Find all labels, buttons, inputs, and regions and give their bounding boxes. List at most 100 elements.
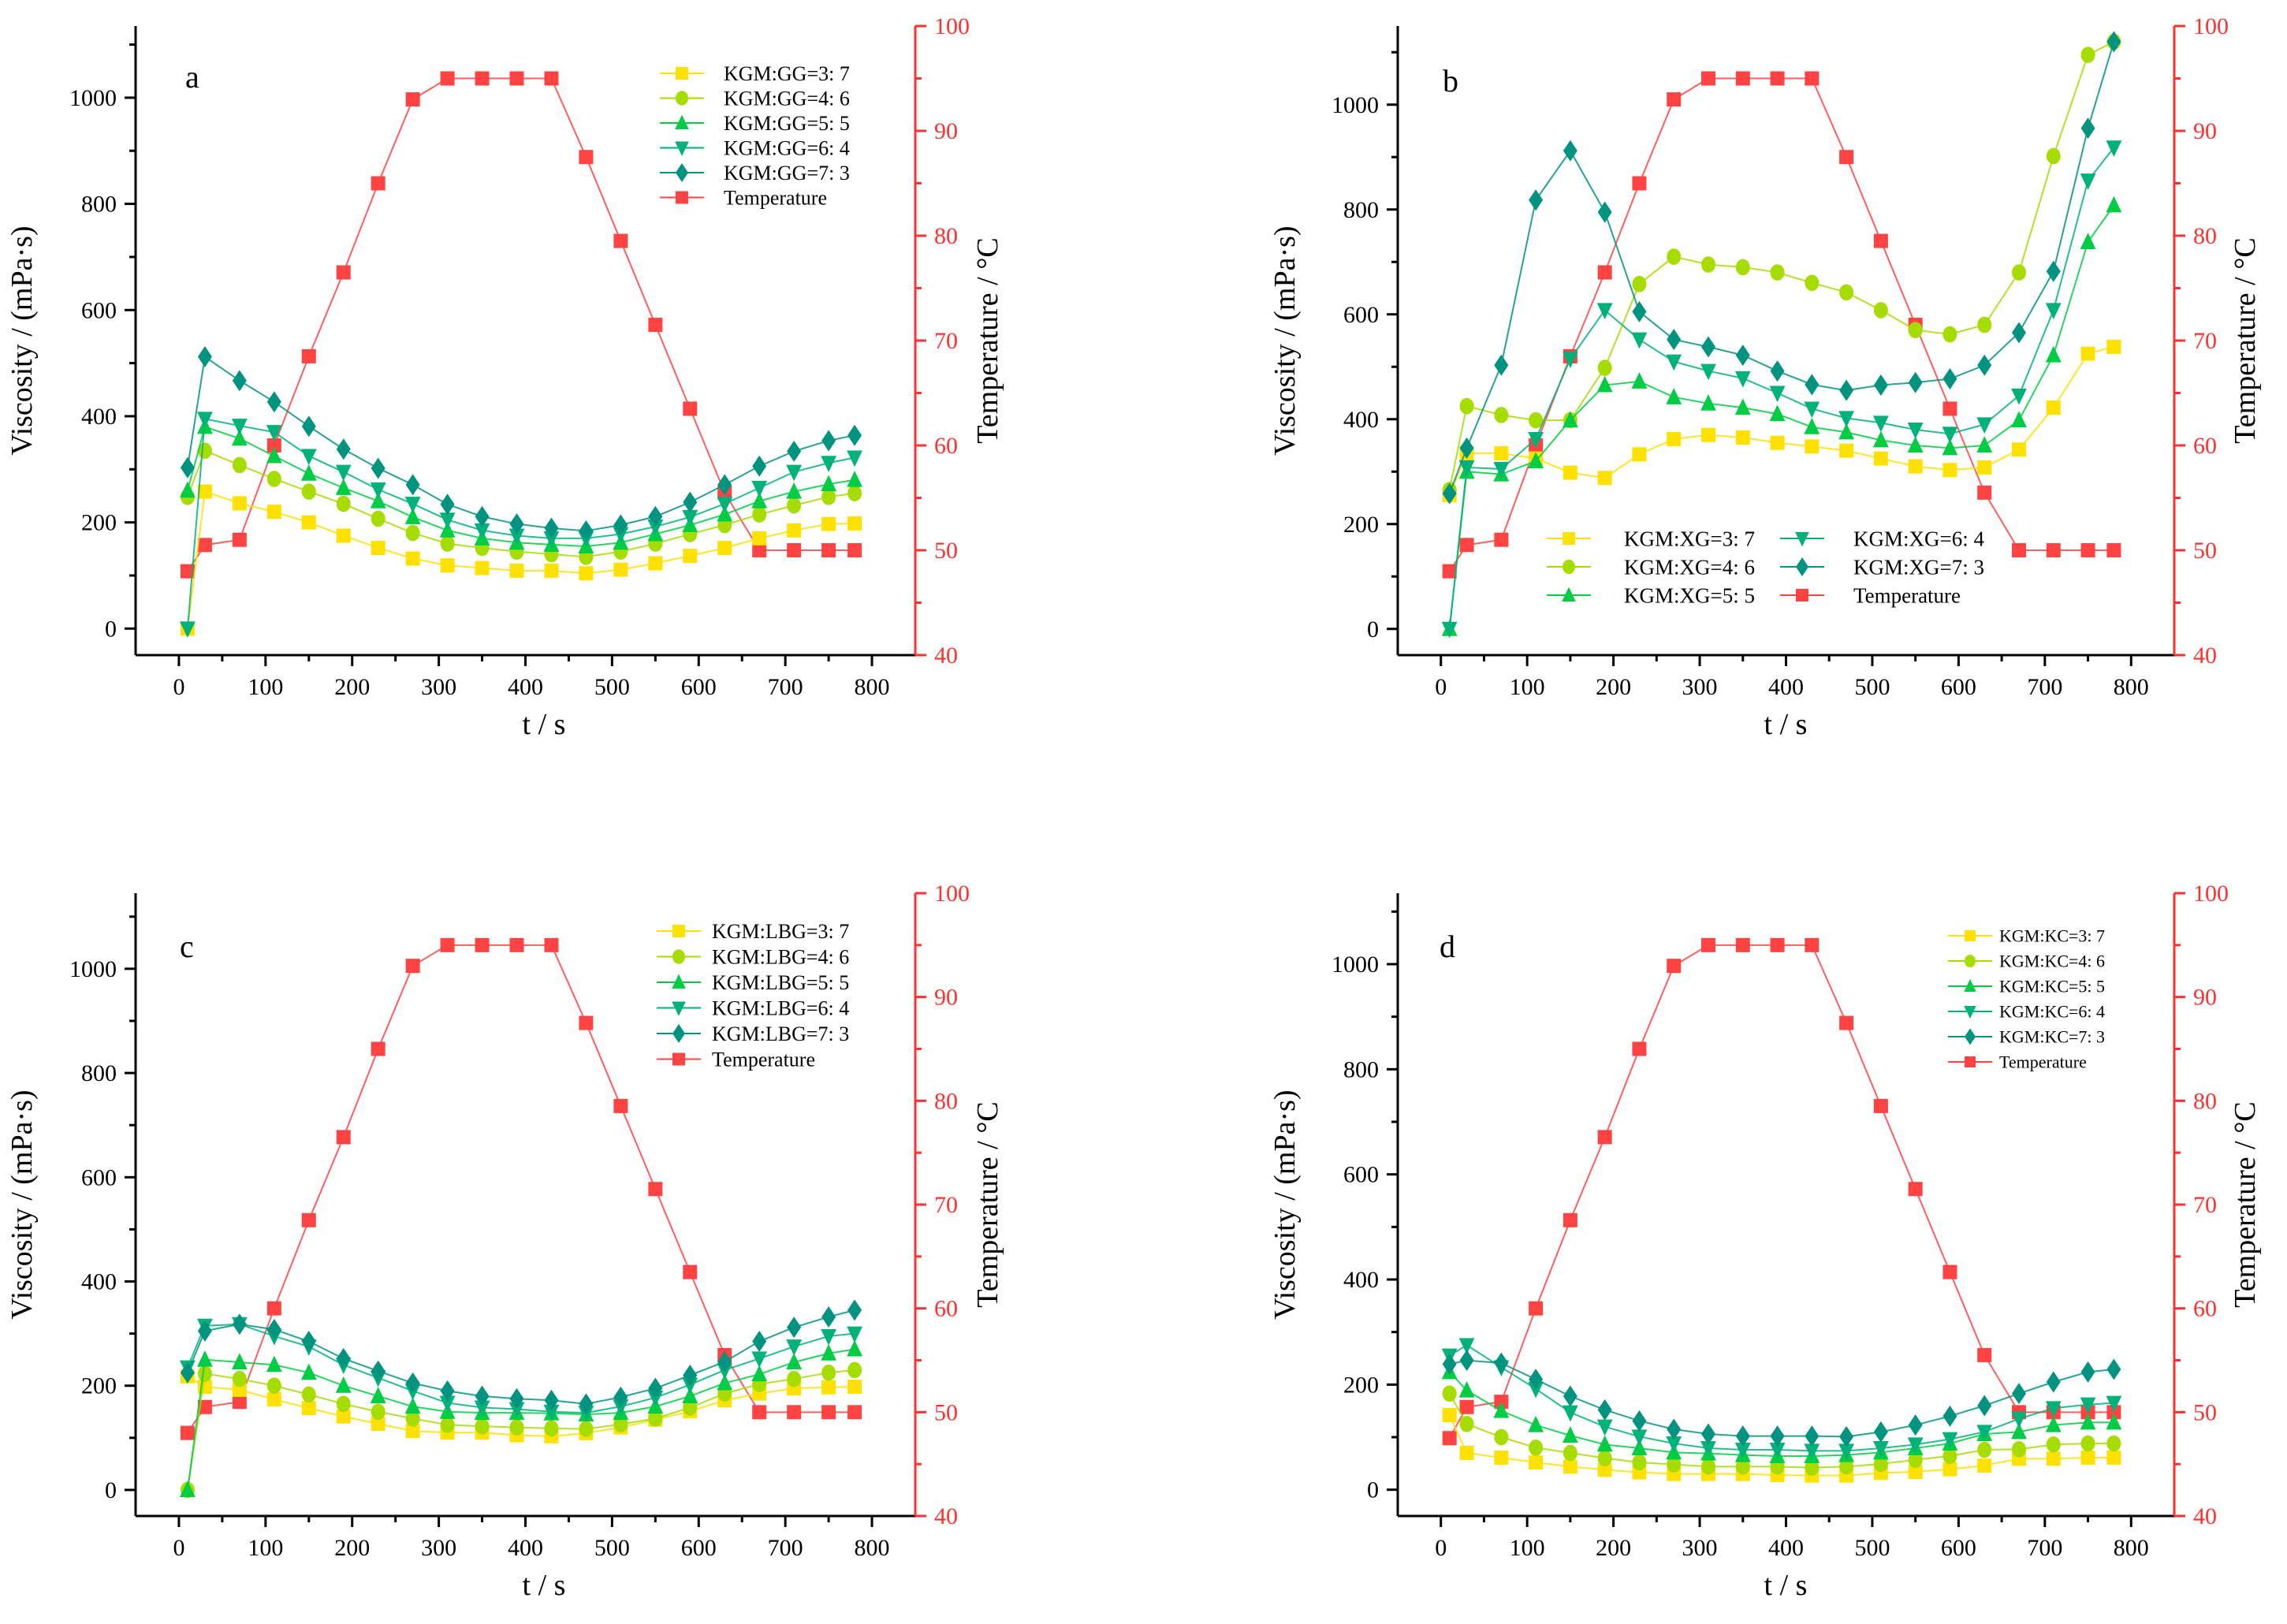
series-2-point — [579, 1421, 594, 1437]
series-5-point — [1494, 1352, 1509, 1374]
series-5-point — [371, 1360, 386, 1382]
series-3-point — [717, 505, 733, 522]
x-axis-title: t / s — [523, 708, 566, 741]
legend-label: KGM:LBG=5: 5 — [712, 971, 849, 994]
x-tick-label: 100 — [1510, 1535, 1545, 1561]
y-tick-label: 200 — [81, 510, 117, 536]
series-3-point — [2106, 1413, 2122, 1430]
series-temperature-point — [648, 318, 663, 333]
series-4-point — [821, 456, 837, 472]
y2-tick-label: 100 — [934, 13, 970, 39]
series-5-point — [266, 1318, 281, 1340]
series-5-point — [1770, 360, 1785, 382]
legend-marker-square — [672, 925, 685, 937]
series-1-point — [847, 1380, 862, 1395]
series-5-point — [1701, 336, 1715, 358]
series-temperature-point — [1770, 71, 1785, 86]
legend-label: KGM:GG=3: 7 — [724, 62, 850, 85]
series-1-point — [266, 1391, 281, 1406]
series-3-point — [1838, 423, 1855, 440]
legend-label: KGM:KC=5: 5 — [1999, 977, 2105, 996]
x-tick-label: 200 — [334, 1535, 370, 1561]
series-temperature-point — [1442, 564, 1457, 579]
series-temperature-point — [1805, 71, 1820, 86]
series-2-point — [1494, 407, 1509, 423]
series-temperature-point — [440, 71, 455, 86]
series-5-point — [579, 520, 594, 542]
y-tick-label: 800 — [1343, 197, 1379, 223]
series-1-point — [1977, 1458, 1992, 1473]
series-5-point — [1459, 437, 1474, 459]
series-temperature-point — [579, 1015, 594, 1030]
series-temperature-point — [648, 1182, 663, 1197]
series-2-point — [336, 495, 351, 512]
panel-label: d — [1440, 929, 1455, 964]
series-1-point — [1942, 463, 1957, 478]
y-tick-label: 400 — [1343, 407, 1379, 433]
series-5-point — [2012, 322, 2026, 344]
series-1-point — [1494, 1451, 1509, 1465]
series-5-point — [821, 1306, 836, 1328]
series-5-point — [683, 1365, 698, 1387]
series-2-point — [648, 1410, 663, 1427]
series-5-point — [1977, 1395, 1992, 1417]
x-tick-label: 800 — [855, 1535, 890, 1561]
y-tick-label: 1000 — [69, 85, 117, 111]
series-3-point — [1631, 372, 1648, 389]
series-5-point — [613, 1386, 628, 1408]
series-2-point — [405, 1410, 420, 1427]
series-5-point — [1908, 371, 1923, 393]
series-5-point — [1667, 1418, 1682, 1440]
series-1-point — [301, 1401, 316, 1416]
series-4-point — [439, 1395, 456, 1413]
series-2-point — [1529, 412, 1544, 429]
series-5-point — [752, 455, 767, 477]
series-5-point — [2106, 1358, 2121, 1380]
legend-marker-triangle-down — [1795, 532, 1809, 547]
series-2-point — [1632, 275, 1647, 292]
series-temperature-point — [1701, 937, 1715, 952]
series-2-point — [1839, 284, 1854, 301]
series-5-point — [1529, 189, 1544, 211]
series-temperature-point — [1977, 485, 1992, 500]
series-2-point — [1563, 1444, 1577, 1462]
series-5-point — [301, 1331, 316, 1353]
series-5-point — [509, 513, 524, 535]
series-temperature-point — [1873, 233, 1888, 248]
series-3-point — [300, 464, 317, 481]
series-temperature-point — [1563, 1212, 1577, 1227]
y2-tick-label: 90 — [934, 118, 958, 144]
series-temperature-point — [266, 438, 281, 453]
x-tick-label: 0 — [1435, 674, 1447, 700]
series-2-point — [2106, 1435, 2121, 1452]
series-temperature-point — [752, 543, 767, 557]
series-1-point — [2080, 1451, 2095, 1465]
series-5-point — [1442, 1353, 1457, 1375]
series-4-point — [1458, 1338, 1475, 1355]
series-4-point — [717, 497, 733, 513]
x-tick-label: 100 — [248, 674, 283, 700]
series-3 — [1441, 196, 2122, 636]
series-2-point — [197, 1365, 212, 1382]
series-4-point — [266, 425, 282, 441]
y2-tick-label: 70 — [2193, 1192, 2217, 1218]
series-4-point — [1942, 426, 1958, 444]
series-temperature-point — [579, 150, 594, 165]
series-5-point — [440, 1380, 455, 1402]
series-5-point — [717, 474, 732, 496]
series-temperature-point — [232, 532, 247, 547]
series-5-point — [1873, 1421, 1888, 1443]
series-2-point — [1597, 1450, 1612, 1467]
legend-marker-triangle-up — [672, 974, 686, 989]
series-temperature-point — [1770, 937, 1785, 952]
series-2-point — [1805, 274, 1820, 292]
series-temperature-point — [2012, 543, 2026, 557]
series-3-point — [751, 1365, 768, 1382]
series-temperature-point — [509, 937, 524, 952]
series-temperature-point — [509, 71, 524, 86]
series-2-point — [821, 1364, 836, 1381]
x-tick-label: 100 — [1510, 674, 1545, 700]
series-1-point — [821, 1380, 836, 1395]
series-3-point — [1493, 1401, 1510, 1418]
series-1-point — [2046, 1451, 2061, 1466]
